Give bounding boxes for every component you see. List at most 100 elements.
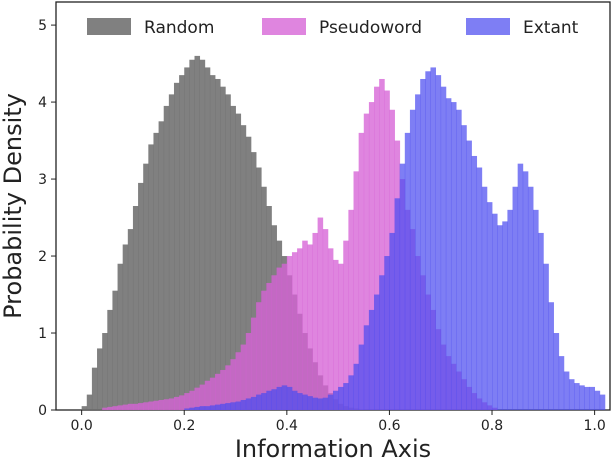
bar-pseudoword-21 — [209, 377, 216, 410]
bar-pseudoword-51 — [363, 113, 370, 411]
bar-extant-10 — [235, 401, 242, 410]
legend-label: Extant — [523, 18, 579, 38]
bar-pseudoword-52 — [368, 102, 375, 410]
bar-random-20 — [184, 67, 190, 411]
bar-random-24 — [204, 67, 211, 411]
bar-extant-6 — [215, 404, 221, 410]
bar-extant-1 — [189, 407, 195, 410]
bar-extant-9 — [230, 402, 236, 410]
bar-random-18 — [173, 82, 180, 410]
bar-random-5 — [107, 309, 113, 410]
bar-extant-38 — [379, 275, 385, 410]
series-extant — [184, 67, 606, 411]
bar-extant-34 — [358, 344, 365, 410]
bar-extant-72 — [553, 333, 560, 410]
bar-pseudoword-53 — [374, 86, 380, 411]
bar-random-0 — [81, 406, 88, 410]
bar-pseudoword-31 — [261, 290, 267, 410]
bar-extant-41 — [394, 198, 401, 410]
bar-extant-46 — [420, 78, 426, 410]
bar-extant-20 — [286, 386, 293, 410]
bar-pseudoword-41 — [312, 232, 319, 410]
y-tick-label: 4 — [38, 95, 47, 111]
bar-random-11 — [138, 182, 144, 410]
bar-extant-62 — [502, 221, 508, 410]
bar-pseudoword-28 — [245, 333, 252, 410]
bar-extant-81 — [599, 394, 606, 410]
bar-extant-51 — [445, 98, 452, 410]
bar-pseudoword-0 — [102, 407, 108, 410]
bar-random-6 — [112, 290, 118, 410]
bar-pseudoword-30 — [256, 302, 262, 410]
bar-extant-15 — [261, 393, 267, 410]
bar-extant-27 — [322, 397, 329, 410]
bar-random-33 — [250, 152, 257, 411]
bar-extant-39 — [384, 256, 390, 410]
bar-random-27 — [220, 86, 226, 411]
bar-extant-12 — [245, 398, 252, 410]
bar-extant-18 — [276, 386, 283, 410]
bar-random-28 — [225, 94, 231, 410]
bar-extant-28 — [327, 394, 334, 410]
bar-extant-77 — [579, 385, 585, 410]
bar-pseudoword-46 — [338, 263, 344, 410]
bar-extant-56 — [471, 155, 478, 410]
bar-pseudoword-6 — [132, 403, 139, 410]
bar-pseudoword-48 — [348, 209, 354, 410]
bar-extant-31 — [343, 383, 349, 410]
x-tick-label: 0.0 — [71, 418, 93, 434]
bar-pseudoword-11 — [158, 399, 165, 410]
bar-random-17 — [168, 94, 175, 410]
bar-random-13 — [148, 144, 154, 411]
bar-extant-36 — [368, 309, 375, 410]
bar-extant-8 — [225, 403, 231, 410]
legend-swatch — [262, 18, 306, 35]
bar-extant-73 — [558, 356, 565, 410]
bar-pseudoword-16 — [184, 393, 190, 410]
bar-random-25 — [209, 75, 216, 410]
bar-pseudoword-8 — [143, 402, 149, 410]
bar-extant-70 — [543, 263, 549, 410]
bar-extant-23 — [302, 394, 308, 410]
bar-pseudoword-38 — [297, 248, 303, 410]
bar-random-26 — [215, 78, 221, 410]
bar-pseudoword-42 — [317, 217, 324, 410]
bar-pseudoword-43 — [322, 229, 329, 410]
bar-extant-2 — [194, 406, 201, 410]
x-tick-label: 0.8 — [481, 418, 503, 434]
bar-random-14 — [153, 132, 159, 410]
bar-extant-76 — [574, 383, 580, 410]
x-axis-label: Information Axis — [235, 435, 431, 460]
bar-extant-5 — [209, 405, 216, 410]
bar-pseudoword-14 — [173, 396, 180, 410]
legend-label: Pseudoword — [319, 18, 422, 38]
bar-extant-63 — [507, 209, 513, 410]
bar-pseudoword-3 — [117, 405, 124, 410]
bar-pseudoword-13 — [168, 398, 175, 410]
bar-extant-61 — [497, 225, 503, 410]
bar-extant-17 — [271, 389, 277, 410]
bar-extant-16 — [266, 390, 272, 410]
bar-random-29 — [230, 105, 236, 411]
bar-extant-64 — [512, 186, 519, 410]
bar-pseudoword-34 — [276, 267, 283, 410]
bar-extant-59 — [486, 202, 493, 410]
bar-random-19 — [179, 75, 185, 410]
bar-extant-24 — [307, 396, 313, 410]
bar-pseudoword-24 — [225, 365, 231, 410]
bar-pseudoword-39 — [302, 240, 308, 410]
bar-extant-58 — [481, 186, 488, 410]
bar-pseudoword-29 — [250, 317, 257, 410]
bar-extant-45 — [415, 94, 421, 410]
y-tick-label: 5 — [38, 18, 47, 34]
bar-extant-44 — [409, 109, 416, 411]
bar-extant-42 — [399, 163, 406, 410]
bar-pseudoword-40 — [307, 244, 313, 410]
bar-extant-71 — [548, 302, 554, 410]
bar-pseudoword-49 — [353, 171, 360, 410]
bar-random-21 — [189, 59, 195, 411]
bar-extant-69 — [538, 232, 544, 410]
x-tick-label: 0.6 — [378, 418, 400, 434]
